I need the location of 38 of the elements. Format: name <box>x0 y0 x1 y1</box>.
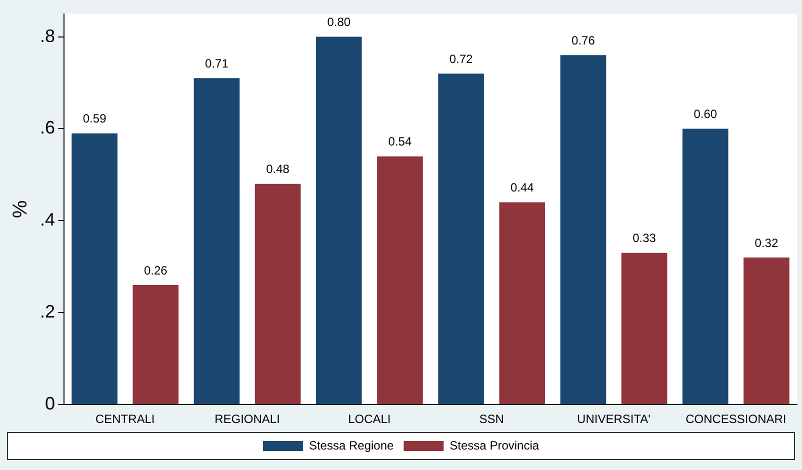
bar <box>316 36 362 404</box>
bar <box>132 285 179 404</box>
x-tick-label: SSN <box>479 412 504 426</box>
bar <box>682 128 728 404</box>
x-tick-label: REGIONALI <box>214 412 280 426</box>
bar <box>744 257 790 404</box>
y-tick-label: .6 <box>40 118 56 138</box>
y-tick-label: .2 <box>40 302 56 322</box>
data-label: 0.80 <box>327 15 351 30</box>
data-label: 0.26 <box>144 263 168 278</box>
y-tick-label: .8 <box>40 26 56 46</box>
bar <box>621 252 668 404</box>
bar <box>560 55 606 404</box>
bar <box>377 156 423 404</box>
legend-label: Stessa Provincia <box>450 438 540 452</box>
data-label: 0.54 <box>388 134 412 149</box>
data-label: 0.71 <box>205 56 229 70</box>
bar <box>438 74 484 404</box>
data-label: 0.59 <box>82 112 107 126</box>
data-label: 0.48 <box>266 162 290 176</box>
x-tick-label: UNIVERSITA' <box>577 412 650 426</box>
data-label: 0.44 <box>510 180 534 195</box>
data-label: 0.33 <box>632 231 656 246</box>
bar <box>72 133 118 404</box>
data-label: 0.60 <box>694 107 718 122</box>
legend-label: Stessa Regione <box>308 438 394 452</box>
bar <box>194 78 240 404</box>
data-label: 0.32 <box>754 236 778 250</box>
x-tick-label: CONCESSIONARI <box>686 412 786 426</box>
y-axis-title: % <box>10 200 32 218</box>
bar <box>499 202 546 404</box>
x-tick-label: CENTRALI <box>95 412 155 426</box>
y-tick-label: .4 <box>40 210 56 230</box>
x-tick-label: LOCALI <box>348 412 391 426</box>
data-label: 0.76 <box>572 33 596 48</box>
bar <box>254 184 301 404</box>
y-tick-label: 0 <box>44 394 56 414</box>
data-label: 0.72 <box>449 52 474 66</box>
